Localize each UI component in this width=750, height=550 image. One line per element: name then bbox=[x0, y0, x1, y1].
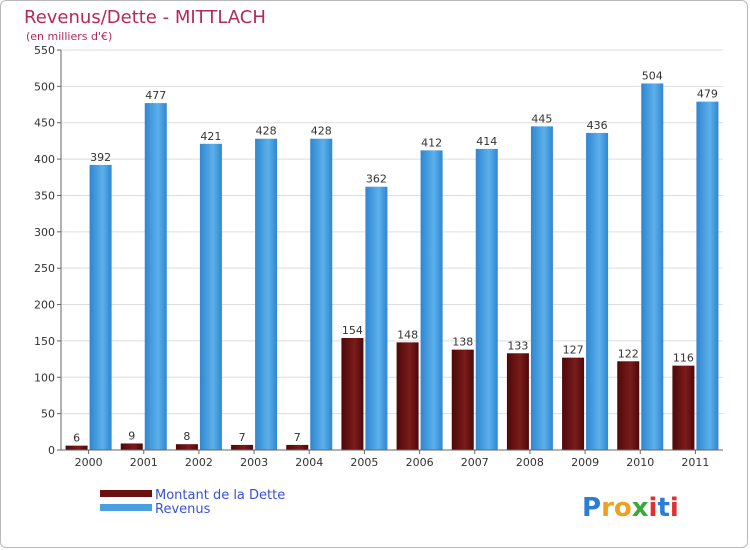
revenue-bar bbox=[89, 164, 112, 450]
y-tick-label: 400 bbox=[34, 153, 55, 166]
y-tick-label: 50 bbox=[41, 408, 55, 421]
debt-value-label: 133 bbox=[507, 339, 528, 352]
debt-bar bbox=[672, 365, 695, 450]
legend-label-debt: Montant de la Dette bbox=[155, 488, 285, 503]
logo-letter: o bbox=[614, 493, 632, 523]
y-tick-label: 150 bbox=[34, 335, 55, 348]
logo-letter: x bbox=[632, 493, 649, 523]
logo-letter: r bbox=[601, 493, 614, 523]
revenue-bar bbox=[144, 103, 167, 450]
revenue-value-label: 421 bbox=[200, 130, 221, 143]
debt-value-label: 6 bbox=[73, 432, 80, 445]
logo-letter: P bbox=[582, 493, 601, 523]
debt-value-label: 138 bbox=[452, 336, 473, 349]
revenue-value-label: 477 bbox=[145, 89, 166, 102]
y-tick-label: 450 bbox=[34, 117, 55, 130]
revenue-bar bbox=[641, 83, 664, 451]
debt-bar bbox=[562, 357, 585, 450]
x-tick-label: 2005 bbox=[350, 456, 378, 469]
revenue-value-label: 445 bbox=[531, 112, 552, 125]
debt-value-label: 148 bbox=[397, 328, 418, 341]
debt-value-label: 9 bbox=[128, 429, 135, 442]
x-tick-label: 2004 bbox=[295, 456, 323, 469]
revenue-bar bbox=[530, 126, 553, 450]
debt-bar bbox=[231, 444, 254, 450]
legend-label-revenue: Revenus bbox=[155, 502, 211, 517]
x-tick-label: 2000 bbox=[75, 456, 103, 469]
proxiti-logo: Proxiti bbox=[582, 493, 679, 523]
y-tick-label: 550 bbox=[34, 44, 55, 57]
revenue-value-label: 479 bbox=[697, 88, 718, 101]
logo-letter: i bbox=[649, 493, 658, 523]
revenue-value-label: 428 bbox=[311, 125, 332, 138]
logo-letter: t bbox=[657, 493, 669, 523]
debt-bar bbox=[175, 444, 198, 450]
y-tick-label: 300 bbox=[34, 226, 55, 239]
revenue-value-label: 428 bbox=[256, 125, 277, 138]
y-tick-label: 0 bbox=[48, 444, 55, 457]
revenue-value-label: 504 bbox=[642, 69, 663, 82]
debt-bar bbox=[65, 445, 88, 450]
logo-letter: i bbox=[670, 493, 679, 523]
y-tick-label: 200 bbox=[34, 299, 55, 312]
x-tick-label: 2001 bbox=[130, 456, 158, 469]
debt-value-label: 122 bbox=[618, 347, 639, 360]
revenue-value-label: 414 bbox=[476, 135, 497, 148]
revenue-value-label: 392 bbox=[90, 151, 111, 164]
y-tick-label: 350 bbox=[34, 189, 55, 202]
debt-bar bbox=[451, 349, 474, 450]
debt-bar bbox=[396, 342, 419, 450]
y-axis: 0 50 100 150 200 250 300 350 400 450 500 550 bbox=[34, 44, 62, 457]
debt-value-label: 127 bbox=[563, 344, 584, 357]
revenue-value-label: 436 bbox=[587, 119, 608, 132]
revenue-bar bbox=[255, 138, 278, 450]
revenue-bar bbox=[420, 150, 443, 450]
debt-value-label: 8 bbox=[183, 430, 190, 443]
legend-swatch-debt bbox=[100, 490, 152, 497]
x-tick-label: 2006 bbox=[406, 456, 434, 469]
revenue-value-label: 412 bbox=[421, 136, 442, 149]
x-tick-label: 2009 bbox=[571, 456, 599, 469]
debt-value-label: 7 bbox=[294, 431, 301, 444]
y-tick-label: 250 bbox=[34, 262, 55, 275]
debt-bar bbox=[286, 444, 309, 450]
y-tick-label: 500 bbox=[34, 80, 55, 93]
debt-bar bbox=[341, 338, 364, 450]
bars: 6 392 9 477 8 421 7 428 7 428 154 362 148 412 138 414 13… bbox=[65, 69, 719, 451]
debt-value-label: 116 bbox=[673, 352, 694, 365]
x-tick-label: 2008 bbox=[516, 456, 544, 469]
proxiti-wordmark: Proxiti bbox=[582, 493, 679, 523]
legend-swatch-revenue bbox=[100, 504, 152, 511]
x-tick-label: 2007 bbox=[461, 456, 489, 469]
x-tick-label: 2010 bbox=[626, 456, 654, 469]
revenue-bar bbox=[475, 148, 498, 450]
debt-bar bbox=[120, 443, 143, 450]
y-tick-label: 100 bbox=[34, 371, 55, 384]
x-axis: 2000 2001 2002 2003 2004 2005 2006 2007 2008 2009… bbox=[61, 449, 723, 469]
x-tick-label: 2002 bbox=[185, 456, 213, 469]
revenue-bar bbox=[199, 143, 222, 450]
x-tick-label: 2003 bbox=[240, 456, 268, 469]
debt-value-label: 7 bbox=[239, 431, 246, 444]
chart-title: Revenus/Dette - MITTLACH bbox=[24, 7, 266, 28]
revenue-bar bbox=[696, 101, 719, 451]
revenue-bar bbox=[365, 186, 388, 450]
x-tick-label: 2011 bbox=[681, 456, 709, 469]
debt-value-label: 154 bbox=[342, 324, 363, 337]
chart-subtitle: (en milliers d'€) bbox=[26, 30, 112, 43]
revenue-bar bbox=[586, 132, 609, 450]
debt-bar bbox=[506, 353, 529, 450]
revenue-bar bbox=[310, 138, 333, 450]
revenue-value-label: 362 bbox=[366, 173, 387, 186]
debt-bar bbox=[617, 361, 640, 450]
